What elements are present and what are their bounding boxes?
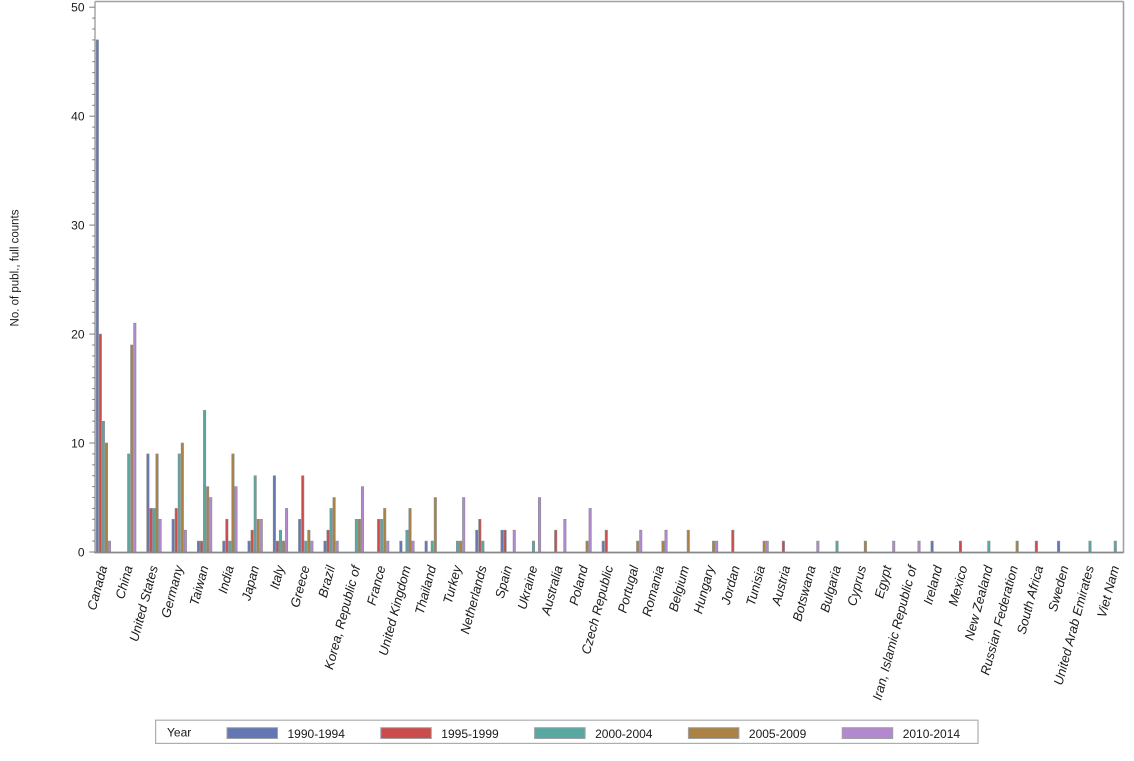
svg-text:Italy: Italy	[267, 562, 288, 590]
svg-text:2005-2009: 2005-2009	[749, 727, 807, 741]
svg-text:30: 30	[71, 218, 85, 232]
svg-text:0: 0	[78, 545, 85, 559]
svg-text:40: 40	[71, 110, 85, 124]
svg-text:Year: Year	[167, 726, 191, 740]
svg-text:20: 20	[71, 327, 85, 341]
svg-text:1995-1999: 1995-1999	[441, 727, 499, 741]
svg-text:1990-1994: 1990-1994	[288, 727, 346, 741]
svg-text:2010-2014: 2010-2014	[903, 727, 961, 741]
svg-text:India: India	[215, 564, 237, 595]
svg-text:No. of publ., full counts: No. of publ., full counts	[10, 209, 22, 326]
svg-text:2000-2004: 2000-2004	[595, 727, 653, 741]
svg-text:10: 10	[71, 436, 85, 450]
svg-text:50: 50	[71, 1, 85, 15]
